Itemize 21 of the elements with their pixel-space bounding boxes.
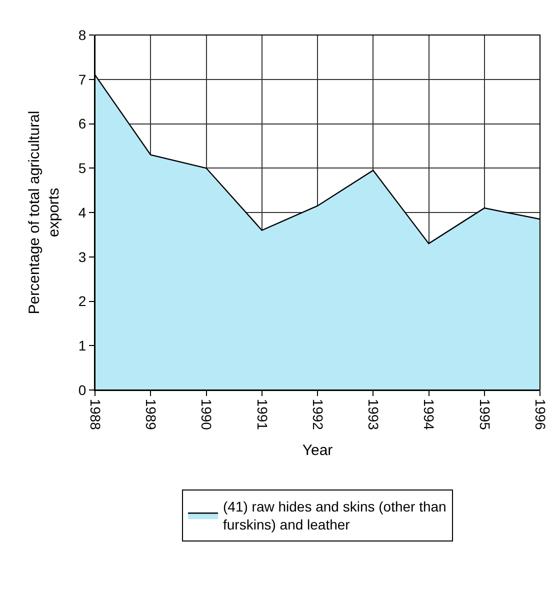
y-tick-label: 0 [78, 382, 86, 398]
x-tick-label: 1995 [476, 398, 493, 430]
x-axis-title: Year [302, 442, 333, 460]
y-tick-label: 3 [78, 248, 86, 265]
x-tick-label: 1996 [532, 398, 548, 430]
y-tick-label: 7 [78, 71, 86, 88]
x-tick-label: 1993 [366, 398, 382, 430]
y-tick-label: 1 [78, 338, 86, 354]
x-tick-label: 1990 [198, 398, 215, 430]
x-tick-label: 1988 [87, 398, 104, 430]
y-axis-title: Percentage of total agricultural exports [26, 110, 63, 314]
legend-label: (41) raw hides and skins (other than furskins) and leather [223, 498, 446, 533]
y-tick-label: 5 [78, 160, 86, 176]
y-tick-label: 2 [78, 293, 86, 310]
x-tick-label: 1992 [310, 398, 326, 430]
y-tick-label: 6 [78, 116, 86, 132]
y-tick-label: 8 [78, 26, 86, 43]
x-tick-label: 1994 [421, 398, 438, 430]
y-tick-label: 4 [78, 204, 86, 220]
x-tick-label: 1989 [143, 398, 160, 430]
x-tick-label: 1991 [254, 398, 270, 430]
